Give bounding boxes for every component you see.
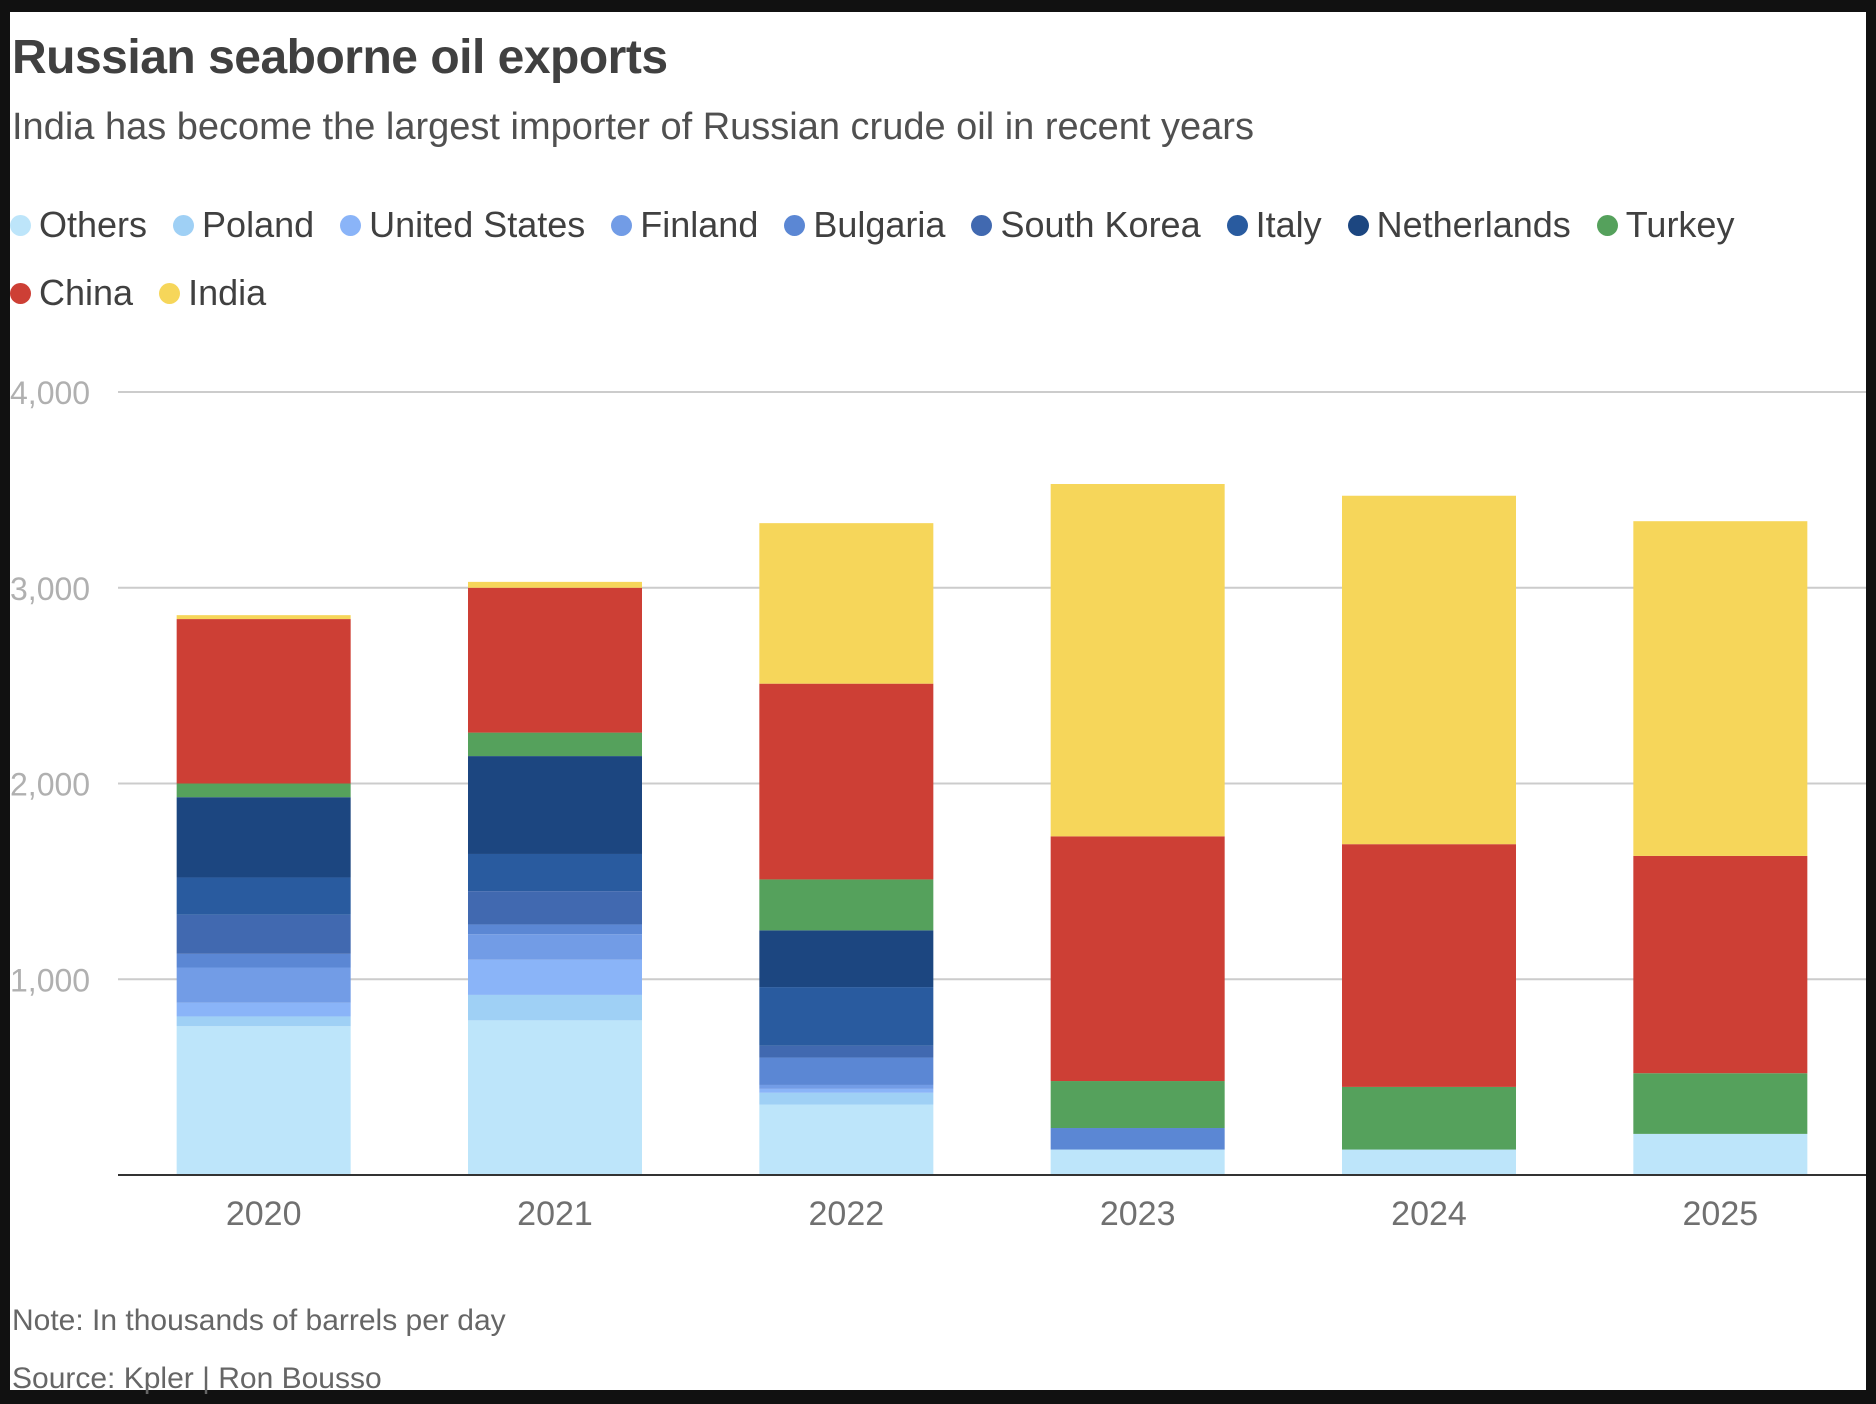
x-tick-label: 2022 (809, 1195, 885, 1233)
bar-segment-others-2025 (1633, 1133, 1808, 1175)
legend-label: United States (369, 204, 586, 245)
chart-source: Source: Kpler | Ron Bousso (12, 1362, 382, 1395)
bar-segment-china-2022 (759, 683, 934, 880)
bar-segment-india-2021 (468, 581, 642, 588)
legend-item-italy: Italy (1226, 204, 1322, 246)
bar-segment-finland-2020 (176, 967, 351, 1003)
legend-dot-icon (10, 282, 31, 304)
legend: Others Poland United States Finland Bulgaria… (10, 204, 1760, 246)
bar-segment-china-2024 (1342, 844, 1516, 1087)
chart-subtitle: India has become the largest importer of… (12, 106, 1254, 148)
bar-segment-india-2025 (1633, 521, 1808, 856)
bar-segment-south-korea-2020 (176, 914, 351, 954)
bar-segment-bulgaria-2022 (759, 1057, 934, 1085)
bar-segment-turkey-2023 (1050, 1081, 1225, 1129)
bar-segment-poland-2020 (176, 1016, 351, 1027)
legend-dot-icon (611, 214, 633, 236)
legend-dot-icon (159, 282, 181, 304)
bar-segment-netherlands-2020 (176, 797, 351, 878)
bar-segment-netherlands-2021 (468, 756, 642, 854)
bar-segment-india-2020 (176, 615, 351, 620)
legend-item-bulgaria: Bulgaria (784, 204, 945, 246)
legend-item-india: India (159, 272, 266, 314)
bar-segment-india-2023 (1050, 484, 1225, 837)
x-tick-label: 2023 (1100, 1195, 1176, 1233)
legend-continued: China India (10, 272, 292, 314)
bar-segment-turkey-2025 (1633, 1073, 1808, 1134)
bar-segment-united-states-2022 (759, 1088, 934, 1093)
x-tick-label: 2021 (517, 1195, 593, 1233)
bar-chart: 1,000 2,000 3,000 4,000 2020 2021 2022 2023 2024… (10, 375, 1866, 1233)
y-tick-label: 4,000 (10, 375, 90, 411)
bar-segment-finland-2022 (759, 1084, 934, 1089)
legend-label: South Korea (1000, 204, 1201, 245)
bar-segment-turkey-2021 (468, 732, 642, 757)
legend-label: Bulgaria (813, 204, 946, 245)
legend-label: Others (39, 204, 148, 245)
bar-segment-italy-2020 (176, 877, 351, 915)
chart-title: Russian seaborne oil exports (12, 31, 668, 84)
bar-segment-turkey-2024 (1342, 1086, 1516, 1150)
x-tick-label: 2020 (226, 1195, 302, 1233)
legend-label: Turkey (1625, 204, 1735, 245)
bar-segment-netherlands-2022 (759, 930, 934, 988)
legend-item-turkey: Turkey (1596, 204, 1735, 246)
legend-dot-icon (10, 214, 31, 236)
bar-segment-poland-2021 (468, 994, 642, 1021)
legend-label: Netherlands (1376, 204, 1571, 245)
bar-segment-turkey-2022 (759, 879, 934, 931)
bar-segment-south-korea-2021 (468, 891, 642, 925)
bar-segment-poland-2022 (759, 1092, 934, 1105)
legend-label: China (39, 272, 134, 313)
legend-label: Italy (1255, 204, 1322, 245)
bar-segment-others-2022 (759, 1104, 934, 1175)
bar-segment-china-2021 (468, 587, 642, 733)
bar-segment-united-states-2021 (468, 959, 642, 995)
y-tick-label: 2,000 (10, 767, 90, 803)
legend-dot-icon (971, 214, 993, 236)
legend-item-others: Others (10, 204, 147, 246)
bar-segment-turkey-2020 (176, 783, 351, 798)
bar-segment-bulgaria-2023 (1050, 1128, 1225, 1150)
legend-dot-icon (784, 214, 806, 236)
legend-item-south-korea: South Korea (971, 204, 1201, 246)
legend-dot-icon (1347, 214, 1369, 236)
legend-item-finland: Finland (611, 204, 758, 246)
bar-segment-china-2023 (1050, 836, 1225, 1082)
x-tick-label: 2024 (1391, 1195, 1467, 1233)
legend-item-united-states: United States (340, 204, 585, 246)
x-tick-label: 2025 (1683, 1195, 1759, 1233)
bar-segment-south-korea-2022 (759, 1045, 934, 1058)
legend-label: India (188, 272, 267, 313)
legend-label: Finland (640, 204, 759, 245)
legend-dot-icon (1596, 214, 1618, 236)
bar-segment-india-2024 (1342, 495, 1516, 845)
legend-item-poland: Poland (173, 204, 314, 246)
y-tick-label: 1,000 (10, 962, 90, 998)
bar-segment-finland-2021 (468, 934, 642, 960)
y-tick-label: 3,000 (10, 571, 90, 607)
legend-item-china: China (10, 272, 133, 314)
bar-segment-india-2022 (759, 523, 934, 684)
chart-card: Russian seaborne oil exports India has b… (10, 12, 1866, 1395)
bar-segment-others-2021 (468, 1020, 642, 1175)
legend-item-netherlands: Netherlands (1347, 204, 1571, 246)
bar-segment-bulgaria-2020 (176, 953, 351, 968)
bar-segment-china-2020 (176, 619, 351, 784)
bar-segment-bulgaria-2021 (468, 924, 642, 935)
bar-segment-others-2023 (1050, 1149, 1225, 1175)
legend-dot-icon (1226, 214, 1248, 236)
bar-segment-italy-2021 (468, 853, 642, 892)
bar-segment-united-states-2020 (176, 1002, 351, 1017)
legend-label: Poland (202, 204, 315, 245)
bar-segment-italy-2022 (759, 987, 934, 1046)
legend-dot-icon (173, 214, 195, 236)
bar-segment-others-2020 (176, 1026, 351, 1175)
bar-segment-others-2024 (1342, 1149, 1516, 1175)
bar-segment-china-2025 (1633, 855, 1808, 1074)
legend-dot-icon (340, 214, 362, 236)
chart-note: Note: In thousands of barrels per day (12, 1304, 506, 1337)
